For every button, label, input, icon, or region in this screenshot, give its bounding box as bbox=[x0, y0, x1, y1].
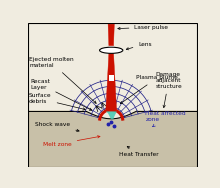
Text: Recast
Layer: Recast Layer bbox=[31, 79, 92, 110]
Text: Damage
adjacent
structure: Damage adjacent structure bbox=[155, 72, 182, 108]
Text: Laser pulse: Laser pulse bbox=[118, 25, 169, 30]
Polygon shape bbox=[109, 46, 114, 53]
Text: Heat affected
zone: Heat affected zone bbox=[145, 111, 186, 127]
Polygon shape bbox=[106, 103, 117, 120]
Polygon shape bbox=[28, 111, 198, 167]
Text: Heat Transfer: Heat Transfer bbox=[119, 146, 159, 158]
Text: Surface
debris: Surface debris bbox=[29, 93, 85, 110]
Text: Plasma plume: Plasma plume bbox=[120, 76, 178, 104]
Polygon shape bbox=[106, 53, 117, 111]
Polygon shape bbox=[108, 24, 114, 46]
Text: Ejected molten
material: Ejected molten material bbox=[29, 57, 96, 103]
Ellipse shape bbox=[100, 47, 123, 53]
Text: Shock wave: Shock wave bbox=[35, 122, 79, 132]
Text: Melt zone: Melt zone bbox=[43, 136, 100, 147]
Text: Lens: Lens bbox=[126, 42, 152, 50]
Polygon shape bbox=[109, 75, 114, 81]
